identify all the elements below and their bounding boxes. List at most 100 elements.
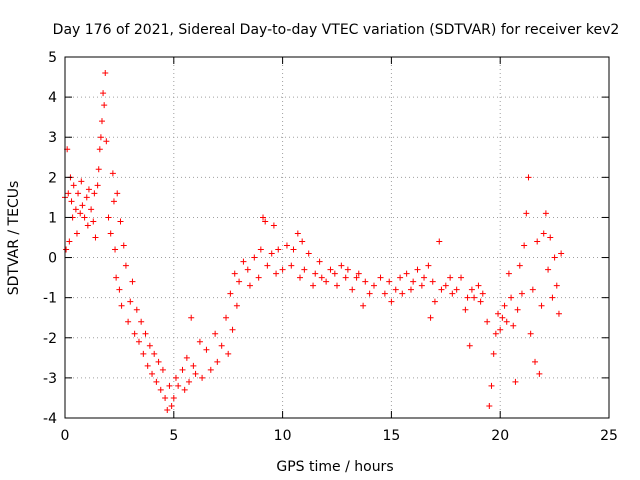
data-point xyxy=(425,262,432,269)
data-point xyxy=(464,294,471,301)
data-point xyxy=(183,354,190,361)
data-point xyxy=(214,358,221,365)
data-point xyxy=(179,366,186,373)
data-point xyxy=(138,318,145,325)
data-point xyxy=(458,274,465,281)
data-point xyxy=(534,238,541,245)
axis-ticks: 0 5 10 15 20 25 -4 -3 -2 -1 0 1 2 3 4 5 xyxy=(43,50,618,444)
y-tick-label: 1 xyxy=(48,210,57,226)
data-point xyxy=(468,286,475,293)
data-point xyxy=(73,230,80,237)
data-point xyxy=(68,198,75,205)
data-point xyxy=(466,342,473,349)
y-axis-label: SDTVAR / TECUs xyxy=(6,181,22,296)
y-tick-label: -3 xyxy=(43,371,57,387)
data-point xyxy=(268,250,275,257)
data-point xyxy=(264,262,271,269)
data-point xyxy=(122,262,129,269)
data-point xyxy=(227,290,234,297)
data-point xyxy=(310,282,317,289)
data-point xyxy=(427,314,434,321)
data-point xyxy=(112,246,119,253)
chart-title: Day 176 of 2021, Sidereal Day-to-day VTE… xyxy=(53,22,620,38)
data-point xyxy=(355,270,362,277)
data-point xyxy=(273,270,280,277)
data-point xyxy=(207,366,214,373)
data-point xyxy=(133,306,140,313)
data-point xyxy=(545,266,552,273)
data-point xyxy=(77,210,84,217)
data-point xyxy=(323,278,330,285)
y-tick-label: 2 xyxy=(48,170,57,186)
data-point xyxy=(149,370,156,377)
data-point xyxy=(101,102,108,109)
data-point xyxy=(97,134,104,141)
data-point xyxy=(85,186,92,193)
data-point xyxy=(344,266,351,273)
data-point xyxy=(125,318,132,325)
data-point xyxy=(490,350,497,357)
data-point xyxy=(558,250,565,257)
x-tick-label: 15 xyxy=(382,428,400,444)
data-point xyxy=(172,374,179,381)
data-point xyxy=(410,278,417,285)
data-point xyxy=(486,402,493,409)
data-point xyxy=(388,298,395,305)
data-point xyxy=(294,230,301,237)
data-point xyxy=(477,298,484,305)
data-point xyxy=(199,374,206,381)
data-point xyxy=(91,190,98,197)
data-point xyxy=(95,166,102,173)
data-point xyxy=(366,290,373,297)
data-point xyxy=(479,290,486,297)
data-point xyxy=(162,394,169,401)
data-point xyxy=(129,278,136,285)
data-point xyxy=(290,246,297,253)
data-point xyxy=(529,286,536,293)
data-point xyxy=(223,314,230,321)
data-point xyxy=(555,310,562,317)
x-tick-label: 25 xyxy=(600,428,618,444)
x-tick-label: 10 xyxy=(274,428,292,444)
data-point xyxy=(79,202,86,209)
data-point xyxy=(484,318,491,325)
data-point xyxy=(246,282,253,289)
data-point xyxy=(116,286,123,293)
data-point xyxy=(488,382,495,389)
data-point xyxy=(492,330,499,337)
data-point xyxy=(244,266,251,273)
data-point xyxy=(370,282,377,289)
data-point xyxy=(233,302,240,309)
data-point xyxy=(512,378,519,385)
data-point xyxy=(240,258,247,265)
data-point xyxy=(331,270,338,277)
data-point xyxy=(392,286,399,293)
data-point xyxy=(218,342,225,349)
data-point xyxy=(92,234,99,241)
y-tick-label: 0 xyxy=(48,251,57,267)
plot-frame xyxy=(64,56,610,419)
data-point xyxy=(151,350,158,357)
data-point xyxy=(540,230,547,237)
data-points xyxy=(62,70,565,413)
data-point xyxy=(338,262,345,269)
data-point xyxy=(553,282,560,289)
data-point xyxy=(301,266,308,273)
y-tick-label: 3 xyxy=(48,130,57,146)
data-point xyxy=(190,362,197,369)
data-point xyxy=(98,118,105,125)
data-point xyxy=(181,386,188,393)
data-point xyxy=(225,350,232,357)
data-point xyxy=(109,170,116,177)
data-point xyxy=(212,330,219,337)
data-point xyxy=(497,326,504,333)
data-point xyxy=(78,178,85,185)
data-point xyxy=(196,338,203,345)
data-point xyxy=(155,358,162,365)
data-point xyxy=(538,302,545,309)
grid-lines xyxy=(65,57,609,418)
data-point xyxy=(532,358,539,365)
y-tick-label: -2 xyxy=(43,331,57,347)
data-point xyxy=(260,214,267,221)
